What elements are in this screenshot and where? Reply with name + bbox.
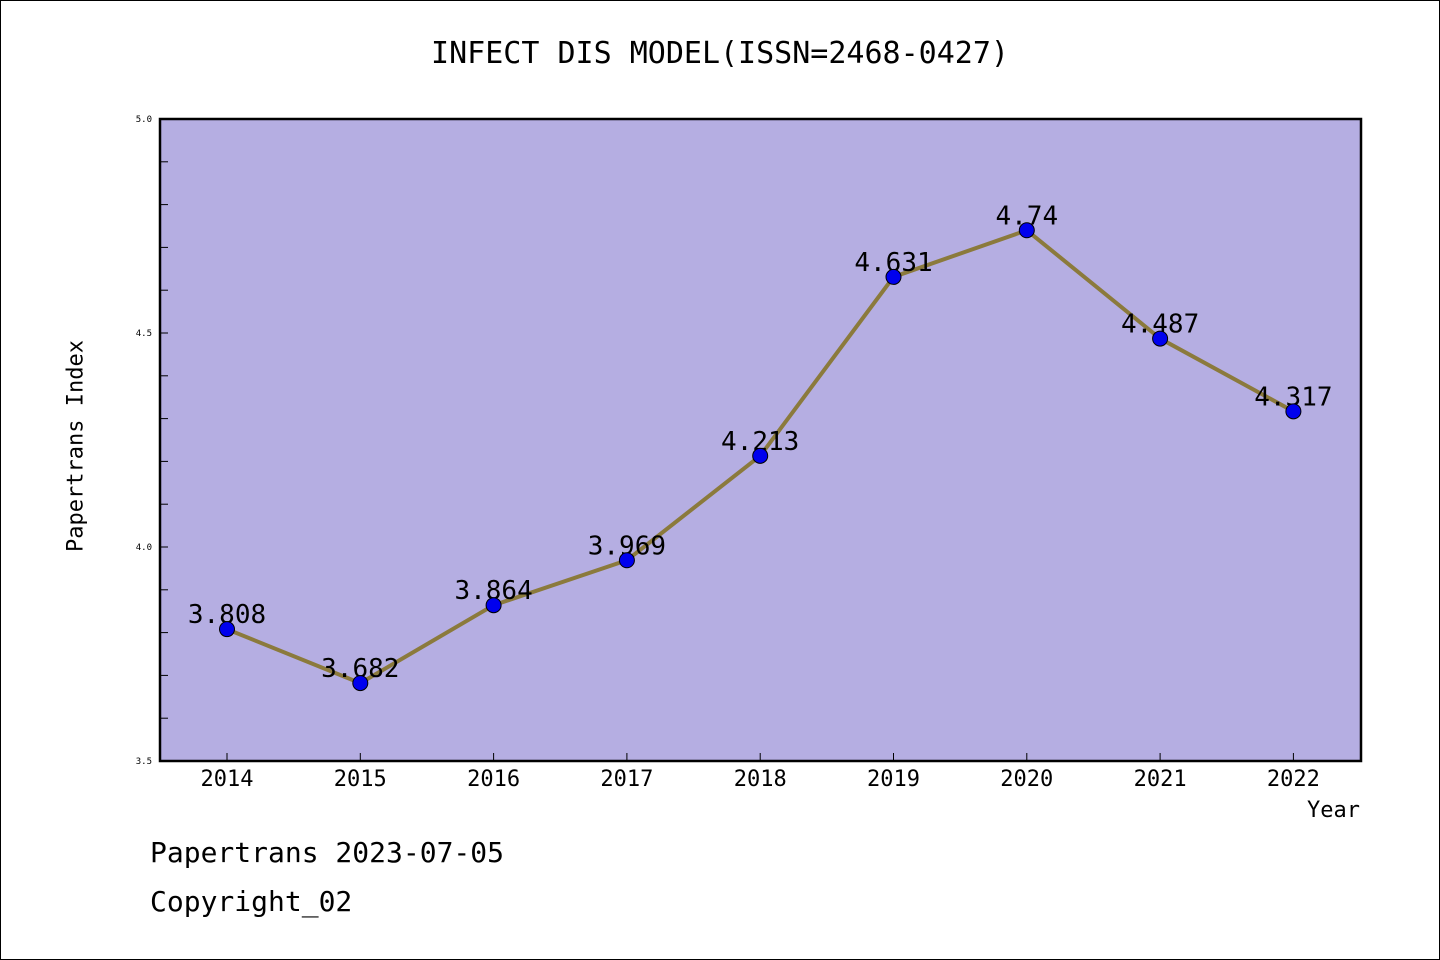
x-tick-label: 2021 [1134, 767, 1187, 792]
x-axis-label: Year [1307, 798, 1360, 823]
x-tick-label: 2014 [201, 767, 254, 792]
data-point [219, 621, 235, 638]
y-tick-label: 3.5 [136, 757, 152, 767]
data-point [352, 675, 369, 692]
plot-area [160, 119, 1361, 761]
data-point [752, 447, 769, 464]
x-tick-label: 2019 [867, 767, 920, 792]
x-tick-label: 2016 [467, 767, 520, 792]
plot-border [158, 117, 1363, 763]
data-point [485, 597, 502, 614]
x-tick-label: 2017 [600, 767, 653, 792]
x-tick-label: 2020 [1000, 767, 1053, 792]
x-tick-label: 2018 [734, 767, 787, 792]
data-point [1285, 403, 1302, 420]
data-point [1018, 222, 1035, 239]
y-tick-label: 5.0 [136, 115, 152, 125]
y-axis-label: Papertrans Index [63, 340, 89, 552]
data-point [618, 552, 635, 569]
x-tick-label: 2022 [1267, 767, 1320, 792]
x-tick-label: 2015 [334, 767, 387, 792]
data-point [885, 268, 902, 285]
chart-title: INFECT DIS MODEL(ISSN=2468-0427) [431, 36, 1009, 71]
footer-date: Papertrans 2023-07-05 [150, 836, 505, 869]
data-point [1152, 330, 1169, 347]
footer-copyright: Copyright_02 [150, 885, 353, 918]
y-tick-label: 4.5 [136, 329, 152, 339]
y-tick-label: 4.0 [136, 543, 152, 553]
